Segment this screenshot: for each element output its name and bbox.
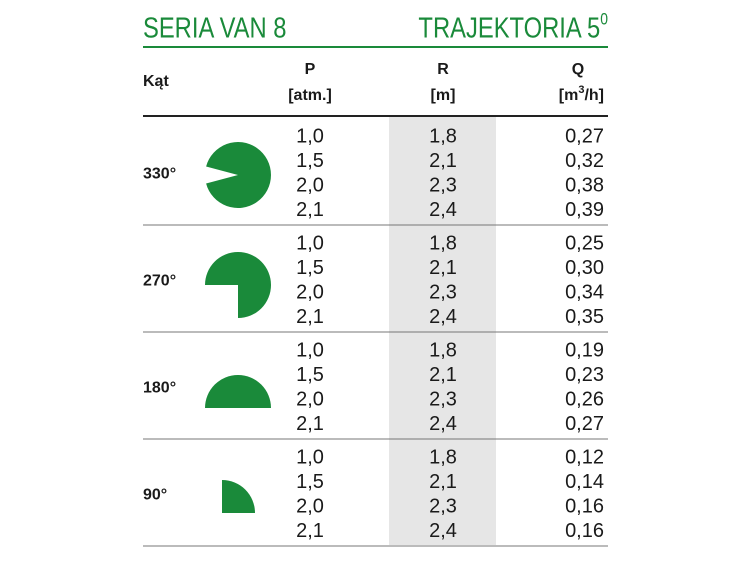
cell: 2,1	[429, 150, 457, 172]
col-header: Q	[572, 61, 584, 78]
title-text: TRAJEKTORIA 5	[418, 11, 600, 44]
cell: 0,19	[565, 339, 604, 361]
cell: 1,0	[296, 125, 324, 147]
cell: 0,23	[565, 364, 604, 386]
col-header: R	[437, 61, 449, 78]
angle-label: 270°	[143, 273, 176, 290]
cell: 0,30	[565, 257, 604, 279]
cell: 2,0	[296, 388, 324, 410]
title-sup: 0	[600, 10, 608, 29]
cell: 1,8	[429, 339, 457, 361]
col-header: P	[305, 61, 316, 78]
cell: 2,1	[296, 199, 324, 221]
title-right: TRAJEKTORIA 50	[418, 10, 608, 44]
cell: 1,0	[296, 232, 324, 254]
cell: 2,1	[429, 364, 457, 386]
cell: 0,35	[565, 306, 604, 328]
cell: 0,32	[565, 150, 604, 172]
cell: 2,1	[296, 520, 324, 542]
cell: 2,3	[429, 495, 457, 517]
cell: 1,8	[429, 125, 457, 147]
cell: 0,27	[565, 413, 604, 435]
cell: 1,5	[296, 150, 324, 172]
cell: 1,5	[296, 471, 324, 493]
unit-sup: 3	[578, 84, 584, 96]
angle-icons	[205, 142, 271, 513]
col-unit: [m3/h]	[559, 84, 604, 104]
cell: 1,0	[296, 339, 324, 361]
r-column-shade	[389, 117, 496, 545]
angle-label: 330°	[143, 166, 176, 183]
cell: 1,8	[429, 446, 457, 468]
cell: 2,4	[429, 306, 457, 328]
icon-180	[205, 375, 271, 408]
cell: 1,5	[296, 257, 324, 279]
cell: 2,4	[429, 520, 457, 542]
cell: 2,3	[429, 174, 457, 196]
cell: 2,0	[296, 281, 324, 303]
cell: 0,25	[565, 232, 604, 254]
col-unit: [atm.]	[288, 87, 332, 104]
cell: 0,38	[565, 174, 604, 196]
cell: 2,1	[296, 306, 324, 328]
col-header: Kąt	[143, 73, 169, 90]
cell: 2,3	[429, 388, 457, 410]
cell: 2,4	[429, 199, 457, 221]
col-unit: [m]	[431, 87, 456, 104]
angle-label: 180°	[143, 380, 176, 397]
cell: 2,0	[296, 495, 324, 517]
icon-270	[205, 252, 271, 318]
title-left: SERIA VAN 8	[143, 11, 287, 44]
cell: 2,0	[296, 174, 324, 196]
cell: 0,27	[565, 125, 604, 147]
cell: 0,12	[565, 446, 604, 468]
unit-part: /h]	[584, 87, 604, 104]
cell: 0,26	[565, 388, 604, 410]
icon-330	[206, 142, 271, 208]
unit-part: [m	[559, 87, 579, 104]
cell: 0,14	[565, 471, 604, 493]
angle-label: 90°	[143, 487, 167, 504]
cell: 1,8	[429, 232, 457, 254]
cell: 2,1	[429, 471, 457, 493]
cell: 2,1	[429, 257, 457, 279]
cell: 0,16	[565, 495, 604, 517]
cell: 0,39	[565, 199, 604, 221]
cell: 2,4	[429, 413, 457, 435]
cell: 0,34	[565, 281, 604, 303]
cell: 1,5	[296, 364, 324, 386]
cell: 2,3	[429, 281, 457, 303]
cell: 2,1	[296, 413, 324, 435]
cell: 1,0	[296, 446, 324, 468]
icon-90	[222, 480, 255, 513]
cell: 0,16	[565, 520, 604, 542]
